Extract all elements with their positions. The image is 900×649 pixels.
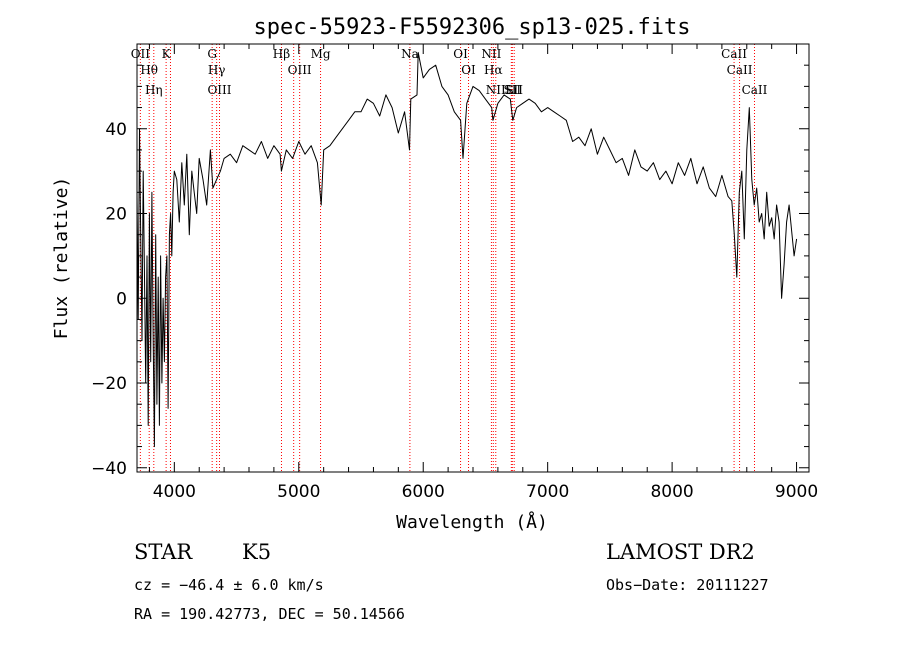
line-marker-label: NII [481,47,501,61]
y-axis-label: Flux (relative) [51,177,72,340]
line-marker-label: Hα [484,63,503,77]
spectrum-line [136,52,798,448]
line-marker-label: OIII [288,63,312,77]
line-marker-label: G [207,47,217,61]
line-marker-label: SII [505,83,523,97]
x-tick-label: 4000 [153,482,196,502]
y-tick-label: 0 [116,289,127,309]
x-tick-label: 9000 [775,482,818,502]
line-marker-label: NII [486,83,506,97]
y-tick-label: −40 [91,459,127,479]
spectrum-series [136,52,798,448]
line-marker-label: OIII [207,83,231,97]
line-marker-label: CaII [742,83,768,97]
x-tick-label: 7000 [526,482,569,502]
line-marker-label: Hβ [273,47,290,61]
line-marker-label: Hγ [208,63,226,77]
redshift-readout: cz = −46.4 ± 6.0 km/s [134,576,324,594]
line-marker-label: Li [505,83,517,97]
y-tick-label: 40 [105,120,127,140]
line-marker-label: OI [461,63,476,77]
plot-frame [136,43,810,473]
object-class: STAR [134,540,193,564]
object-subclass: K5 [242,540,271,564]
line-marker-label: Hη [145,83,163,97]
line-marker-label: SII [503,83,521,97]
y-tick-label: 20 [105,205,127,225]
line-marker-label: K [162,47,172,61]
line-marker-label: Mg [311,47,331,61]
y-tick-label: −20 [91,374,127,394]
line-markers [139,44,755,472]
x-axis-label: Wavelength (Å) [396,511,548,533]
coordinates-readout: RA = 190.42773, DEC = 50.14566 [134,605,405,623]
obs-date: Obs−Date: 20111227 [606,576,769,594]
line-marker-label: OII [131,47,151,61]
line-marker-label: CaII [727,63,753,77]
line-marker-label: Na [401,47,419,61]
line-marker-label: Hθ [140,63,158,77]
line-marker-label: CaII [721,47,747,61]
x-tick-label: 8000 [650,482,693,502]
y-axis-ticks: −40 −20 0 20 40 [91,64,809,479]
survey-name: LAMOST DR2 [606,540,755,564]
line-marker-label: OI [453,47,468,61]
x-tick-label: 6000 [402,482,445,502]
x-tick-label: 5000 [277,482,320,502]
x-axis-ticks: 4000 5000 6000 7000 8000 9000 [148,44,818,502]
chart-title: spec-55923-F5592306_sp13-025.fits [253,15,690,40]
